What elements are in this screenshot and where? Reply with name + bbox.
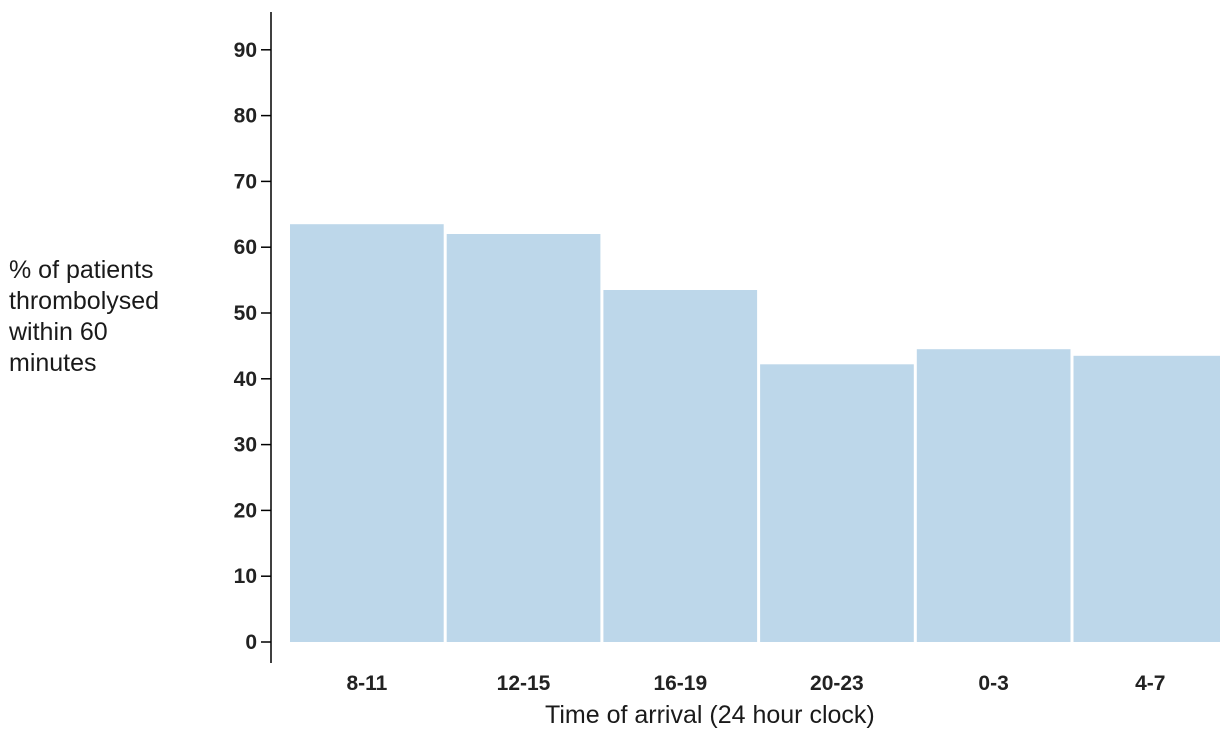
y-tick-label: 40 [234, 368, 257, 391]
bar [290, 224, 444, 642]
x-axis-tick-labels: 8-11 12-15 16-19 20-23 0-3 4-7 [346, 672, 1165, 695]
bars [290, 224, 1220, 642]
y-tick-label: 0 [245, 631, 257, 654]
bar [603, 290, 758, 642]
x-tick-label: 20-23 [810, 672, 864, 695]
x-axis-label: Time of arrival (24 hour clock) [545, 701, 875, 729]
y-tick-label: 70 [234, 170, 257, 193]
y-tick-label: 80 [234, 105, 257, 128]
y-tick-label: 20 [234, 499, 257, 522]
x-tick-label: 8-11 [346, 672, 387, 695]
bar [916, 349, 1071, 642]
x-tick-label: 12-15 [497, 672, 551, 695]
y-tick-label: 50 [234, 302, 257, 325]
bar [446, 234, 601, 642]
y-tick-label: 60 [234, 236, 257, 259]
y-tick-label: 30 [234, 434, 257, 457]
x-tick-label: 4-7 [1135, 672, 1165, 695]
bar [760, 364, 914, 642]
y-tick-label: 10 [234, 565, 257, 588]
y-axis-label: % of patients thrombolysed within 60 min… [9, 256, 160, 377]
y-tick-label: 90 [234, 39, 257, 62]
x-tick-label: 0-3 [978, 672, 1008, 695]
x-tick-label: 16-19 [653, 672, 707, 695]
bar [1073, 355, 1220, 642]
y-axis-ticks: 0 10 20 30 40 50 60 70 80 90 [234, 39, 271, 654]
